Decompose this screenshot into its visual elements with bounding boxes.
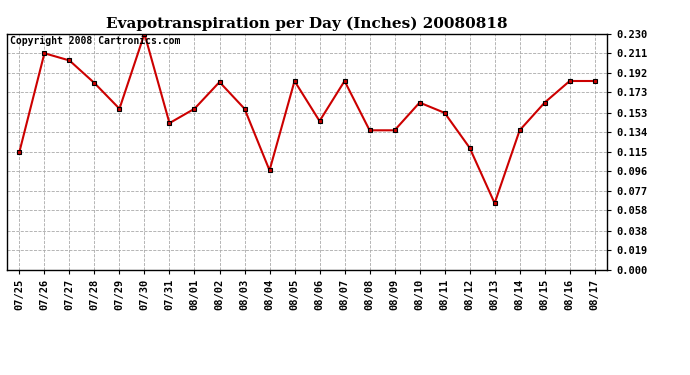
Text: Copyright 2008 Cartronics.com: Copyright 2008 Cartronics.com [10,36,180,46]
Title: Evapotranspiration per Day (Inches) 20080818: Evapotranspiration per Day (Inches) 2008… [106,17,508,31]
